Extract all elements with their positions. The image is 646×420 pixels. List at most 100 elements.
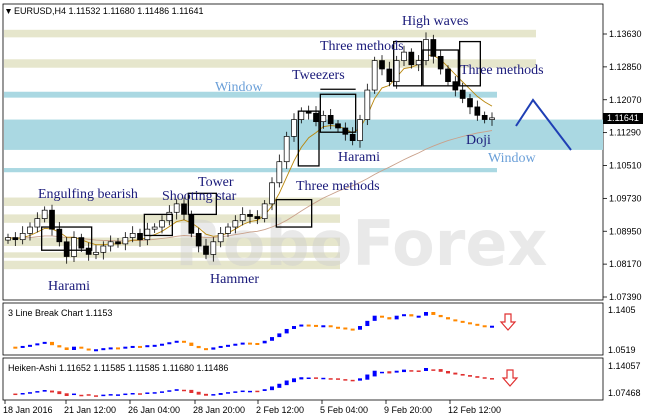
price-zone	[4, 91, 497, 98]
heiken-ashi-bar	[490, 378, 494, 380]
down-arrow-icon	[501, 369, 519, 387]
price-zone	[4, 252, 340, 258]
candle-body	[254, 216, 261, 219]
candle-body	[313, 112, 319, 123]
candle-body	[371, 60, 378, 91]
candle-body	[93, 251, 99, 255]
heiken-ashi-bar	[446, 370, 450, 374]
heiken-ashi-bar	[167, 390, 172, 392]
line-break-block	[42, 341, 47, 344]
line-break-label: 3 Line Break Chart 1.1153	[8, 308, 112, 318]
line-break-block	[35, 343, 40, 346]
line-break-block	[490, 325, 494, 328]
candle-body	[474, 106, 481, 116]
candle-body	[41, 209, 48, 219]
heiken-ashi-bar	[453, 372, 458, 375]
candle-body	[203, 245, 209, 255]
candle-body	[137, 233, 143, 241]
line-break-block	[101, 348, 106, 351]
time-tick-label: 18 Jan 2016	[3, 405, 53, 415]
heiken-ashi-bar	[138, 393, 142, 395]
pattern-label: Three methods	[320, 39, 404, 54]
heiken-ashi-bar	[152, 392, 157, 394]
candle-body	[298, 110, 305, 120]
heiken-ashi-bar	[211, 394, 216, 396]
line-break-block	[145, 345, 150, 348]
line-break-block	[277, 333, 282, 338]
line-break-block	[343, 327, 348, 330]
candle-body	[335, 123, 341, 129]
heiken-ashi-bar	[372, 370, 377, 377]
line-break-block	[174, 340, 179, 343]
heiken-ashi-bar	[57, 391, 62, 395]
moving-average-line	[7, 130, 493, 242]
price-tick-label: 1.08170	[609, 259, 642, 269]
candle-body	[12, 237, 19, 241]
line-break-block	[211, 347, 216, 350]
pattern-label: Hammer	[210, 272, 259, 287]
heiken-ashi-bar	[233, 391, 238, 393]
price-zone	[4, 260, 340, 270]
price-tick-label: 1.13630	[609, 29, 642, 39]
candle-body	[327, 114, 334, 125]
pattern-label: Doji	[466, 133, 491, 148]
heiken-ashi-bar	[270, 386, 274, 391]
last-price-label: 1.11641	[603, 113, 643, 124]
price-zone	[4, 59, 536, 68]
price-tick-label: 1.09730	[609, 193, 642, 203]
candle-body	[129, 233, 136, 238]
line-break-block	[138, 345, 142, 348]
line-break-block	[28, 344, 32, 347]
heiken-ashi-bar	[262, 389, 267, 391]
heiken-ashi-bar	[13, 393, 18, 396]
price-tick-label: 1.07390	[609, 292, 642, 302]
candle-body	[291, 119, 297, 137]
pattern-box	[459, 40, 481, 87]
line-break-block	[72, 346, 76, 350]
line-break-block	[446, 317, 450, 320]
candle-body	[459, 89, 466, 99]
time-tick-label: 2 Feb 12:00	[256, 405, 304, 415]
candle-body	[247, 214, 253, 217]
price-tick-label: 1.11290	[609, 128, 641, 138]
candle-body	[283, 136, 290, 163]
heiken-ashi-bar	[336, 378, 340, 380]
price-tick-label: 1.12850	[609, 62, 642, 72]
line-break-block	[372, 315, 377, 321]
pattern-box	[143, 213, 173, 237]
line-break-block	[358, 326, 362, 330]
line-break-block	[292, 326, 296, 329]
line-break-block	[233, 343, 238, 346]
line-break-block	[204, 348, 208, 351]
time-tick-label: 28 Jan 20:00	[193, 405, 245, 415]
pattern-label: Window	[488, 151, 537, 166]
heiken-ashi-bar	[358, 378, 362, 381]
line-break-block	[248, 342, 252, 345]
candle-body	[78, 237, 85, 249]
price-zone	[4, 168, 497, 173]
price-zone	[4, 29, 536, 38]
pattern-box	[319, 93, 357, 133]
heiken-ashi-bar	[35, 391, 40, 393]
symbol-header: EURUSD,H4 1.11532 1.11680 1.11486 1.1164…	[14, 6, 203, 16]
candle-body	[115, 241, 121, 245]
heiken-ashi-bar	[277, 383, 282, 388]
candle-body	[408, 51, 415, 66]
heiken-ashi-bar	[226, 392, 230, 394]
line-break-block	[460, 320, 465, 323]
candle-body	[386, 68, 393, 82]
heiken-ashi-bar	[255, 390, 260, 393]
sub1-tick-top: 1.1405	[608, 305, 636, 315]
line-break-block	[475, 323, 480, 326]
sub1-tick-bottom: 1.0519	[608, 345, 636, 355]
heiken-ashi-bar	[475, 376, 480, 378]
line-break-block	[64, 347, 69, 350]
heiken-ashi-bar	[174, 389, 179, 391]
candle-body	[481, 114, 488, 120]
pattern-boxes	[41, 40, 481, 251]
price-tick-label: 1.12070	[609, 95, 642, 105]
candle-body	[19, 233, 26, 241]
candle-body	[159, 220, 165, 228]
candle-body	[393, 60, 400, 82]
